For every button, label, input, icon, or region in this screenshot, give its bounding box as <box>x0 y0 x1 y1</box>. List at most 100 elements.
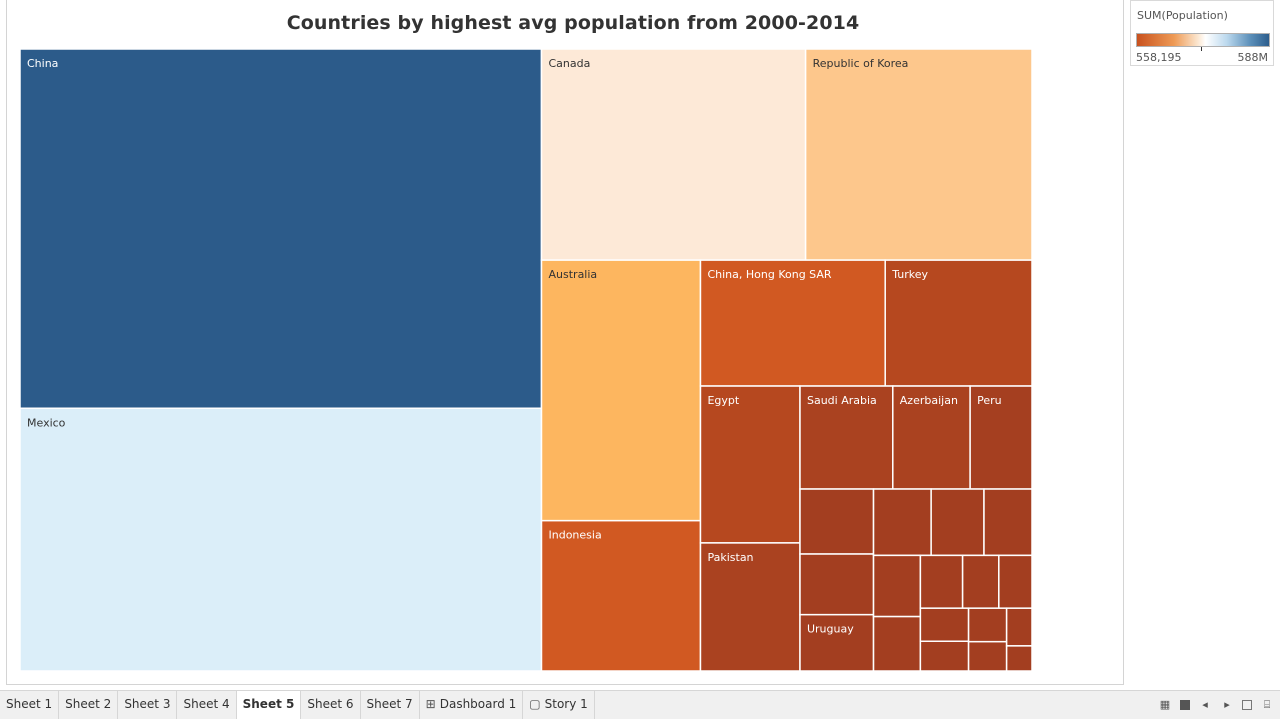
tile-unlabeled-16[interactable] <box>872 488 932 557</box>
tile-rect-unlabeled-24[interactable] <box>919 607 970 643</box>
tile-label-azerbaijan: Azerbaijan <box>900 394 958 407</box>
tile-rect-unlabeled-25[interactable] <box>919 640 970 671</box>
tile-australia[interactable]: Australia <box>540 259 702 522</box>
tab-sheet-1[interactable]: Sheet 1 <box>0 691 60 719</box>
tile-unlabeled-29[interactable] <box>1005 645 1032 671</box>
tile-indonesia[interactable]: Indonesia <box>540 519 702 671</box>
tile-unlabeled-28[interactable] <box>1005 607 1032 647</box>
legend-title: SUM(Population) <box>1137 9 1228 22</box>
tile-rect-unlabeled-22[interactable] <box>961 554 1000 609</box>
tile-rect-canada[interactable] <box>540 49 807 261</box>
tile-label-egypt: Egypt <box>707 394 739 407</box>
tile-rect-pakistan[interactable] <box>699 542 801 671</box>
tab-sheet-4[interactable]: Sheet 4 <box>177 691 237 719</box>
legend-min-label: 558,195 <box>1136 51 1182 64</box>
tile-unlabeled-14[interactable] <box>799 553 875 616</box>
tile-saudi-arabia[interactable]: Saudi Arabia <box>799 385 894 490</box>
tile-rect-peru[interactable] <box>969 385 1032 490</box>
tab-dashboard-1[interactable]: ⊞ Dashboard 1 <box>419 691 524 719</box>
fit-screen-icon[interactable] <box>1242 700 1252 710</box>
tile-rect-mexico[interactable] <box>20 407 543 671</box>
tab-sheet-7[interactable]: Sheet 7 <box>360 691 420 719</box>
tile-rect-egypt[interactable] <box>699 385 801 544</box>
tile-pakistan[interactable]: Pakistan <box>699 542 801 671</box>
prev-sheet-icon[interactable]: ◂ <box>1202 699 1208 711</box>
legend-max-label: 588M <box>1237 51 1269 64</box>
tab-sheet-5[interactable]: Sheet 5 <box>236 691 302 719</box>
tile-china-hong-kong-sar[interactable]: China, Hong Kong SAR <box>699 259 886 387</box>
tile-mexico[interactable]: Mexico <box>20 407 543 671</box>
tile-label-turkey: Turkey <box>891 268 928 281</box>
tile-label-indonesia: Indonesia <box>549 529 602 542</box>
tab-sheet-2[interactable]: Sheet 2 <box>59 691 119 719</box>
tile-unlabeled-20[interactable] <box>872 615 922 671</box>
tile-rect-unlabeled-29[interactable] <box>1005 645 1032 671</box>
tile-rect-china-hong-kong-sar[interactable] <box>699 259 886 387</box>
tile-rect-unlabeled-27[interactable] <box>967 640 1008 671</box>
tile-rect-unlabeled-18[interactable] <box>983 488 1032 557</box>
tile-rect-uruguay[interactable] <box>799 613 875 671</box>
tab-story-1[interactable]: ▢ Story 1 <box>523 691 595 719</box>
tile-republic-of-korea[interactable]: Republic of Korea <box>804 49 1032 261</box>
tile-unlabeled-18[interactable] <box>983 488 1032 557</box>
film-strip-icon[interactable] <box>1180 700 1190 710</box>
tile-unlabeled-19[interactable] <box>872 554 922 618</box>
tile-unlabeled-22[interactable] <box>961 554 1000 609</box>
next-sheet-icon[interactable]: ▸ <box>1224 699 1230 711</box>
tab-label: Sheet 6 <box>307 697 354 711</box>
tile-unlabeled-24[interactable] <box>919 607 970 643</box>
tile-rect-unlabeled-20[interactable] <box>872 615 922 671</box>
tile-label-peru: Peru <box>977 394 1002 407</box>
grid-view-icon[interactable]: ▦ <box>1159 699 1171 711</box>
tile-peru[interactable]: Peru <box>969 385 1032 490</box>
tile-china[interactable]: China <box>20 49 543 410</box>
tile-rect-unlabeled-16[interactable] <box>872 488 932 557</box>
tile-label-uruguay: Uruguay <box>807 623 854 636</box>
treemap-chart: China Mexico Canada Republic of Korea Austra… <box>20 49 1032 671</box>
tile-rect-republic-of-korea[interactable] <box>804 49 1032 261</box>
tile-rect-unlabeled-13[interactable] <box>799 488 875 555</box>
presentation-mode-icon[interactable]: ⌸ <box>1263 699 1271 711</box>
tile-azerbaijan[interactable]: Azerbaijan <box>892 385 971 490</box>
tile-rect-indonesia[interactable] <box>540 519 702 671</box>
chart-title: Countries by highest avg population from… <box>286 12 860 34</box>
sheet-tab-bar: Sheet 1 Sheet 2 Sheet 3 Sheet 4 Sheet 5 Sheet… <box>0 690 1280 719</box>
color-legend[interactable]: SUM(Population) 558,195 588M <box>1130 0 1274 66</box>
tile-rect-unlabeled-21[interactable] <box>919 554 964 609</box>
tile-rect-china[interactable] <box>20 49 543 410</box>
tab-sheet-3[interactable]: Sheet 3 <box>118 691 178 719</box>
tile-uruguay[interactable]: Uruguay <box>799 613 875 671</box>
dashboard-icon: ⊞ <box>425 697 436 711</box>
tab-label: Dashboard 1 <box>439 697 517 711</box>
nav-controls: ▦ ◂ ▸ ⌸ <box>1158 695 1274 715</box>
tile-label-canada: Canada <box>549 57 591 70</box>
tab-sheet-6[interactable]: Sheet 6 <box>301 691 361 719</box>
tile-turkey[interactable]: Turkey <box>884 259 1032 387</box>
tab-label: Sheet 1 <box>6 697 53 711</box>
tile-unlabeled-23[interactable] <box>998 554 1032 609</box>
tile-rect-unlabeled-28[interactable] <box>1005 607 1032 647</box>
tile-label-saudi-arabia: Saudi Arabia <box>807 394 877 407</box>
tile-egypt[interactable]: Egypt <box>699 385 801 544</box>
tile-unlabeled-27[interactable] <box>967 640 1008 671</box>
legend-color-ramp <box>1136 33 1270 47</box>
tab-label: Sheet 7 <box>366 697 413 711</box>
tile-rect-unlabeled-26[interactable] <box>967 607 1008 643</box>
tile-unlabeled-26[interactable] <box>967 607 1008 643</box>
tile-rect-unlabeled-19[interactable] <box>872 554 922 618</box>
tile-unlabeled-21[interactable] <box>919 554 964 609</box>
tile-rect-australia[interactable] <box>540 259 702 522</box>
tile-rect-unlabeled-14[interactable] <box>799 553 875 616</box>
tile-rect-unlabeled-17[interactable] <box>930 488 985 557</box>
tile-canada[interactable]: Canada <box>540 49 807 261</box>
tile-label-mexico: Mexico <box>27 416 66 429</box>
tile-label-china-hong-kong-sar: China, Hong Kong SAR <box>707 268 831 281</box>
tab-label: Sheet 4 <box>183 697 230 711</box>
tile-unlabeled-13[interactable] <box>799 488 875 555</box>
tile-unlabeled-25[interactable] <box>919 640 970 671</box>
tile-rect-unlabeled-23[interactable] <box>998 554 1032 609</box>
tile-rect-azerbaijan[interactable] <box>892 385 971 490</box>
tile-unlabeled-17[interactable] <box>930 488 985 557</box>
legend-midpoint-tick <box>1201 47 1202 51</box>
tab-label: Story 1 <box>544 697 588 711</box>
